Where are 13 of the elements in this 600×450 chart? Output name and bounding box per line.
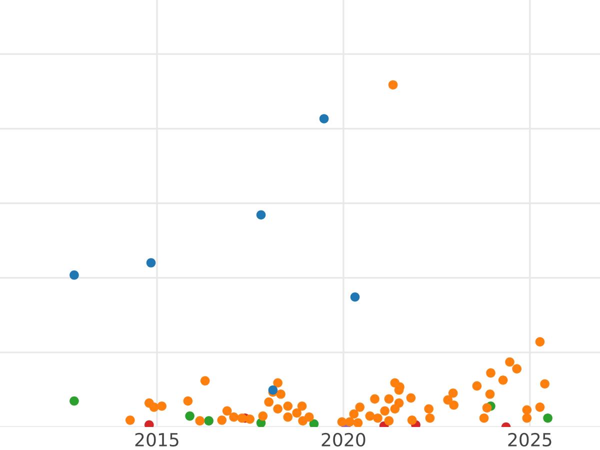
x-tick-label: 2025 [508, 432, 552, 447]
x-tick-label: 2015 [135, 432, 178, 447]
point [204, 416, 214, 426]
point [319, 114, 329, 124]
point [70, 396, 79, 406]
x-tick-label: 2020 [322, 432, 366, 447]
point [185, 411, 194, 421]
point [543, 413, 552, 423]
point [146, 258, 156, 268]
point [350, 292, 360, 302]
point [256, 210, 266, 220]
point [309, 419, 319, 427]
point [70, 270, 79, 280]
